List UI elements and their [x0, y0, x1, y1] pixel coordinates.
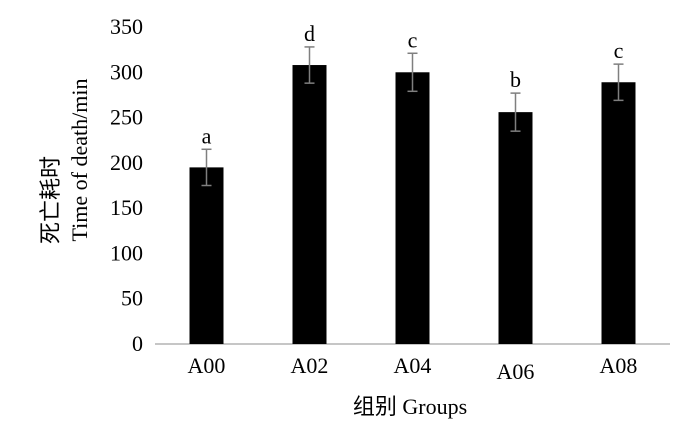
y-tick-label: 200 [110, 150, 143, 175]
significance-label-a08: c [614, 38, 624, 63]
error-bar-a04 [407, 52, 418, 93]
x-axis-title: 组别 Groups [353, 394, 467, 419]
bar-a00 [189, 167, 224, 344]
error-bar-a00 [201, 148, 212, 187]
x-tick-label-a02: A02 [291, 353, 329, 378]
bar-a04 [395, 72, 430, 345]
bar-a06 [498, 112, 533, 344]
significance-label-a02: d [304, 21, 315, 46]
y-axis-title-line2: Time of death/min [67, 79, 92, 242]
x-tick-label-a06: A06 [497, 359, 535, 384]
x-tick-label-a00: A00 [188, 353, 226, 378]
error-bar-a06 [510, 92, 521, 132]
y-tick-label: 100 [110, 240, 143, 265]
y-tick-label: 250 [110, 105, 143, 130]
y-tick-label: 50 [121, 286, 143, 311]
x-tick-label-a04: A04 [394, 353, 432, 378]
significance-label-a00: a [202, 123, 212, 148]
plot-area: 0 50 100 150 200 250 300 350 a A00 d A02 c A04 b A06 c A0… [110, 14, 670, 384]
y-tick-label: 150 [110, 195, 143, 220]
significance-label-a04: c [408, 27, 418, 52]
y-tick-label: 350 [110, 14, 143, 39]
y-tick-label: 300 [110, 59, 143, 84]
bar-a08 [601, 82, 636, 345]
bar-a02 [292, 65, 327, 344]
y-tick-label: 0 [132, 331, 143, 356]
error-bar-a08 [613, 63, 624, 102]
x-tick-label-a08: A08 [600, 353, 638, 378]
error-bar-a02 [304, 46, 315, 84]
y-axis-title: 死亡耗时 Time of death/min [38, 79, 92, 244]
y-axis-title-line1: 死亡耗时 [38, 156, 63, 244]
significance-label-a06: b [510, 67, 521, 92]
